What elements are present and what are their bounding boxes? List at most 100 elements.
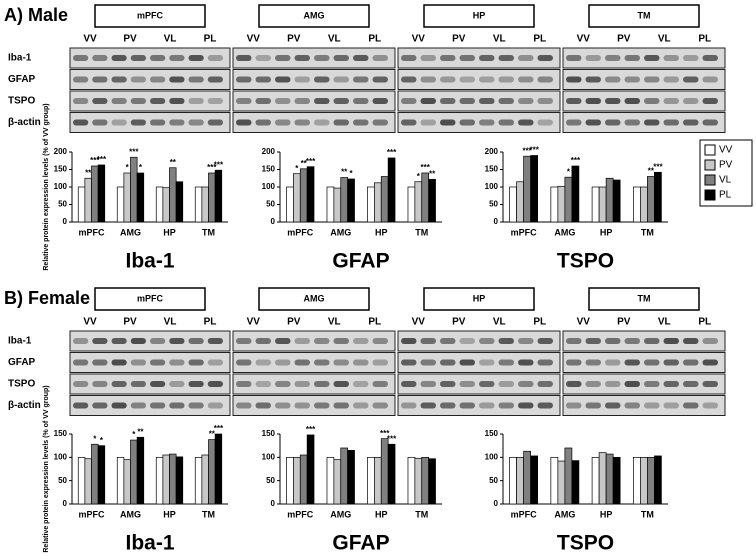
blot-band	[372, 338, 388, 344]
significance: ***	[653, 162, 663, 171]
y-tick-label: 50	[58, 200, 67, 209]
blot-band	[440, 359, 456, 366]
y-tick-label: 150	[54, 429, 68, 438]
bar	[214, 169, 223, 223]
y-tick-label: 100	[485, 182, 499, 191]
bar	[647, 456, 655, 505]
blot-band	[111, 338, 127, 344]
x-tick-label: HP	[375, 509, 388, 519]
blot-band	[236, 359, 252, 366]
blot-band	[624, 76, 640, 83]
region-label: TM	[638, 293, 651, 303]
blot-band	[585, 381, 601, 387]
lane-label: PL	[368, 317, 381, 328]
bar	[640, 456, 648, 505]
blot-band	[236, 55, 252, 61]
blot-band	[479, 338, 495, 344]
blot-band	[683, 381, 699, 387]
blot-band	[537, 381, 553, 387]
bar	[340, 447, 348, 505]
blot-band	[585, 338, 601, 344]
lane-label: VL	[658, 317, 671, 328]
x-tick-label: TM	[641, 227, 654, 237]
significance: *	[350, 169, 354, 178]
blot-band	[169, 76, 185, 83]
y-axis-label: Relative protein expression levels (% of…	[43, 103, 50, 270]
lane-label: VV	[83, 34, 97, 45]
blot-band	[73, 119, 89, 126]
blot-band	[353, 381, 369, 387]
blot-band	[275, 55, 291, 61]
blot-band	[169, 381, 185, 387]
bar	[175, 181, 184, 223]
protein-label: Iba-1	[8, 53, 32, 64]
blot-band	[624, 98, 640, 104]
significance: *	[100, 436, 104, 445]
chart-title: TSPO	[557, 532, 614, 555]
significance: ***	[387, 148, 397, 157]
blot-band	[111, 55, 127, 61]
blot-band	[92, 55, 108, 61]
blot-band	[73, 359, 89, 366]
blot-band	[566, 55, 582, 61]
blot-band	[498, 402, 514, 409]
bar-series	[306, 434, 436, 505]
blot-band	[73, 338, 89, 344]
blot-band	[333, 76, 349, 83]
blot-band	[207, 98, 223, 104]
bar	[421, 456, 429, 505]
bar	[564, 447, 573, 505]
blot-band	[644, 381, 660, 387]
bar	[306, 166, 315, 223]
bar	[598, 452, 607, 505]
blot-band	[440, 381, 456, 387]
blot-band	[275, 402, 291, 409]
blot-band	[459, 381, 475, 387]
bar	[591, 186, 600, 223]
blot-band	[169, 98, 185, 104]
blot-band	[372, 98, 388, 104]
blot-band	[663, 338, 679, 344]
blot-band	[498, 98, 514, 104]
blot-band	[702, 338, 718, 344]
blot-band	[479, 55, 495, 61]
bar	[516, 181, 524, 223]
blot-band	[353, 359, 369, 366]
blot-band	[518, 119, 534, 126]
bar	[632, 186, 641, 223]
blot-band	[401, 402, 417, 409]
chart-title: Iba-1	[125, 532, 174, 555]
significance: **	[137, 427, 144, 436]
bar	[293, 456, 301, 505]
blot-band	[111, 119, 127, 126]
y-tick-label: 0	[271, 217, 276, 226]
blot-band	[420, 119, 436, 126]
blot-band	[605, 402, 621, 409]
x-tick-label: mPFC	[78, 509, 105, 519]
blot-band	[130, 98, 146, 104]
bar	[571, 165, 580, 223]
y-tick-label: 100	[485, 452, 499, 461]
bar	[647, 176, 655, 223]
blot-band	[353, 338, 369, 344]
blot-band	[207, 119, 223, 126]
x-tick-label: TM	[415, 227, 428, 237]
blot-band	[566, 76, 582, 83]
blot-band	[314, 55, 330, 61]
lane-label: PV	[452, 34, 466, 45]
blot-band	[372, 76, 388, 83]
lane-label: PL	[204, 34, 217, 45]
bar	[299, 454, 308, 505]
blot-band	[188, 359, 204, 366]
legend-swatch	[704, 144, 716, 156]
bar	[116, 186, 125, 223]
y-tick-label: 100	[262, 452, 276, 461]
bar	[571, 460, 580, 505]
blot-band	[130, 402, 146, 409]
bar	[77, 186, 86, 223]
y-tick-label: 0	[271, 499, 276, 508]
blot-band	[498, 119, 514, 126]
blot-band	[333, 98, 349, 104]
blot-band	[644, 55, 660, 61]
bar	[175, 456, 184, 505]
